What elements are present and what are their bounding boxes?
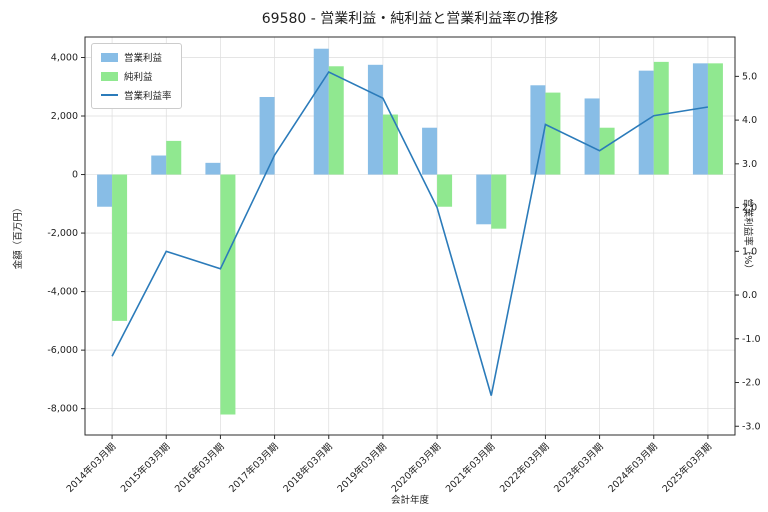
y-axis-label-right: 営業利益率（%） bbox=[742, 198, 753, 274]
bar-operating-profit-6 bbox=[422, 127, 438, 175]
x-tick-label: 2016年03月期 bbox=[172, 441, 226, 495]
y-left-tick-label: -6,000 bbox=[47, 345, 78, 356]
bar-operating-profit-0 bbox=[97, 174, 113, 207]
y-axis-label-left: 金額（百万円） bbox=[13, 202, 24, 270]
legend-item-operating-margin: 営業利益率 bbox=[101, 88, 172, 102]
bar-operating-profit-1 bbox=[151, 155, 167, 175]
x-tick-label: 2018年03月期 bbox=[281, 441, 335, 495]
bar-net-profit-8 bbox=[545, 92, 561, 175]
y-right-tick-label: 5.0 bbox=[742, 71, 757, 82]
y-right-tick-label: 4.0 bbox=[742, 115, 757, 126]
legend-label-operating-margin: 営業利益率 bbox=[124, 91, 172, 102]
legend-swatch-operating-profit bbox=[101, 52, 118, 62]
plot-border bbox=[84, 36, 736, 436]
y-right-tick-label: 0.0 bbox=[742, 290, 757, 301]
bar-net-profit-4 bbox=[328, 66, 344, 175]
y-right-tick-label: -3.0 bbox=[742, 421, 761, 432]
x-tick-label: 2015年03月期 bbox=[118, 441, 172, 495]
y-right-tick-label: 2.0 bbox=[742, 203, 757, 214]
bar-operating-profit-3 bbox=[259, 96, 275, 175]
bar-net-profit-6 bbox=[437, 174, 453, 207]
bar-operating-profit-10 bbox=[638, 70, 654, 175]
legend-swatch-operating-margin bbox=[101, 94, 118, 96]
bar-operating-profit-8 bbox=[530, 85, 546, 175]
bar-net-profit-2 bbox=[220, 174, 236, 415]
legend-label-operating-profit: 営業利益 bbox=[124, 53, 163, 64]
x-tick-label: 2020年03月期 bbox=[389, 441, 443, 495]
x-tick-label: 2025年03月期 bbox=[660, 441, 714, 495]
legend-swatch-net-profit bbox=[101, 71, 118, 81]
x-tick-label: 2014年03月期 bbox=[64, 441, 118, 495]
bar-operating-profit-9 bbox=[584, 98, 600, 175]
legend-item-operating-profit: 営業利益 bbox=[101, 50, 172, 64]
y-left-tick-label: -4,000 bbox=[47, 287, 78, 298]
bars bbox=[97, 48, 723, 415]
x-tick-label: 2022年03月期 bbox=[497, 441, 551, 495]
bar-operating-profit-11 bbox=[692, 63, 708, 175]
bar-net-profit-1 bbox=[166, 140, 182, 175]
y-left-tick-label: 0 bbox=[72, 170, 78, 181]
x-tick-label: 2019年03月期 bbox=[335, 441, 389, 495]
bar-net-profit-0 bbox=[112, 174, 128, 321]
legend-item-net-profit: 純利益 bbox=[101, 69, 172, 83]
y-right-tick-label: 1.0 bbox=[742, 246, 757, 257]
bar-operating-profit-2 bbox=[205, 162, 221, 175]
y-right-tick-label: -1.0 bbox=[742, 334, 761, 345]
bar-net-profit-5 bbox=[382, 114, 398, 175]
line-operating-margin bbox=[111, 70, 709, 396]
plot-area bbox=[85, 37, 735, 435]
y-left-tick-label: -8,000 bbox=[47, 404, 78, 415]
bar-net-profit-7 bbox=[491, 174, 507, 229]
x-tick-label: 2024年03月期 bbox=[606, 441, 660, 495]
x-tick-label: 2023年03月期 bbox=[551, 441, 605, 495]
chart-legend: 営業利益 純利益 営業利益率 bbox=[91, 43, 182, 109]
y-left-tick-label: -2,000 bbox=[47, 228, 78, 239]
bar-operating-profit-4 bbox=[313, 48, 329, 175]
bar-net-profit-9 bbox=[599, 127, 615, 175]
legend-label-net-profit: 純利益 bbox=[124, 72, 153, 83]
x-tick-label: 2017年03月期 bbox=[226, 441, 280, 495]
y-left-tick-label: 2,000 bbox=[51, 111, 78, 122]
x-tick-label: 2021年03月期 bbox=[443, 441, 497, 495]
y-left-tick-label: 4,000 bbox=[51, 52, 78, 63]
bar-operating-profit-7 bbox=[476, 174, 492, 225]
chart-title: 69580 - 営業利益・純利益と営業利益率の推移 bbox=[261, 11, 559, 27]
x-axis-label: 会計年度 bbox=[390, 495, 429, 506]
bar-net-profit-10 bbox=[653, 61, 669, 175]
y-right-tick-label: -2.0 bbox=[742, 378, 761, 389]
y-right-tick-label: 3.0 bbox=[742, 159, 757, 170]
bar-net-profit-11 bbox=[707, 63, 723, 175]
bar-operating-profit-5 bbox=[367, 64, 383, 175]
